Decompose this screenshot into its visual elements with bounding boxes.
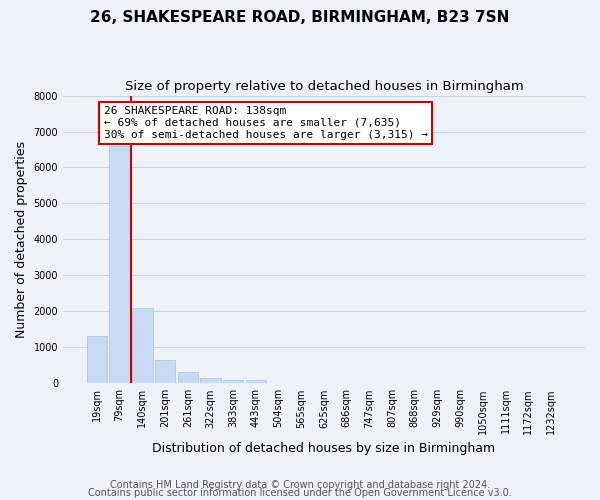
Text: 26, SHAKESPEARE ROAD, BIRMINGHAM, B23 7SN: 26, SHAKESPEARE ROAD, BIRMINGHAM, B23 7S… <box>91 10 509 25</box>
Bar <box>132 308 152 384</box>
Bar <box>245 380 266 384</box>
Bar <box>200 378 221 384</box>
Text: 26 SHAKESPEARE ROAD: 138sqm
← 69% of detached houses are smaller (7,635)
30% of : 26 SHAKESPEARE ROAD: 138sqm ← 69% of det… <box>104 106 428 140</box>
Bar <box>87 336 107 384</box>
Y-axis label: Number of detached properties: Number of detached properties <box>15 141 28 338</box>
Bar <box>178 372 198 384</box>
Bar <box>223 380 244 384</box>
X-axis label: Distribution of detached houses by size in Birmingham: Distribution of detached houses by size … <box>152 442 496 455</box>
Bar <box>109 146 130 384</box>
Text: Contains HM Land Registry data © Crown copyright and database right 2024.: Contains HM Land Registry data © Crown c… <box>110 480 490 490</box>
Title: Size of property relative to detached houses in Birmingham: Size of property relative to detached ho… <box>125 80 523 93</box>
Text: Contains public sector information licensed under the Open Government Licence v3: Contains public sector information licen… <box>88 488 512 498</box>
Bar <box>155 360 175 384</box>
